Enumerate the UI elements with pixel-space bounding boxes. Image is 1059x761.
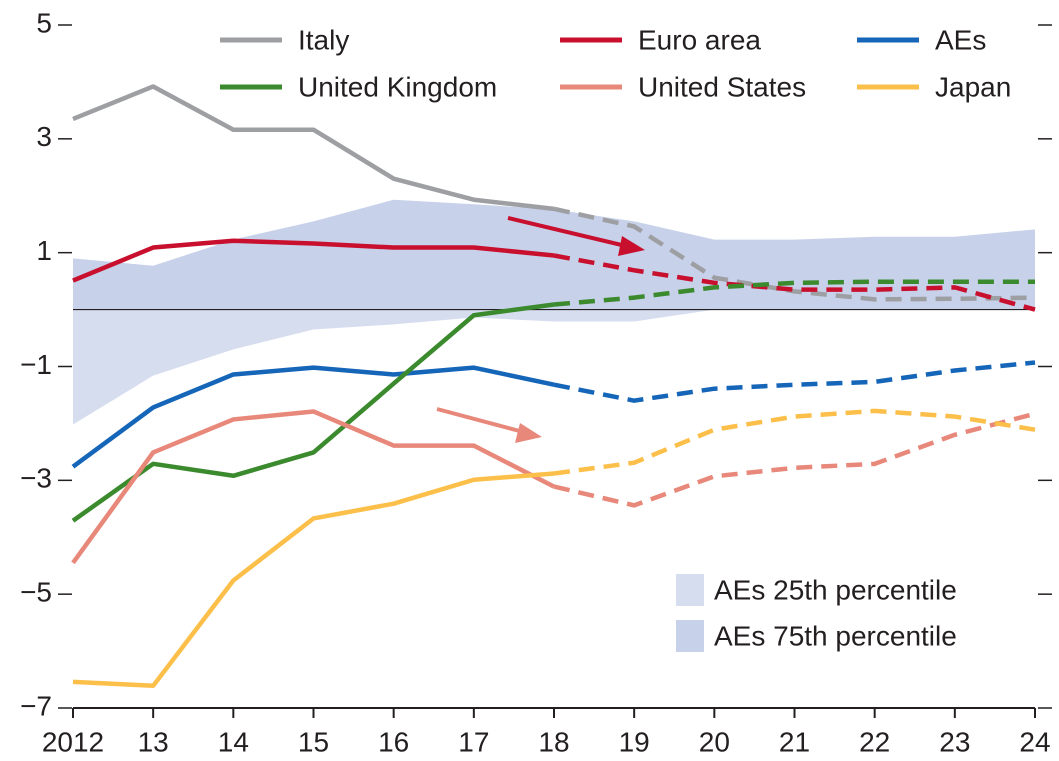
series-line-projection xyxy=(553,411,1036,508)
series-line xyxy=(71,302,555,523)
arrow-head xyxy=(515,423,542,443)
bands xyxy=(73,199,1035,425)
y-tick-label: 3 xyxy=(36,121,52,152)
arrow xyxy=(507,216,631,249)
legend-label: Euro area xyxy=(638,24,761,55)
legend-label: Italy xyxy=(298,24,349,55)
series-line-projection xyxy=(553,360,1036,403)
x-tick-label: 18 xyxy=(538,726,569,757)
series-line xyxy=(71,365,555,469)
y-tick-label: 5 xyxy=(36,7,52,38)
series-line-projection xyxy=(553,253,1036,312)
x-tick-label: 21 xyxy=(779,726,810,757)
x-tick-label: 19 xyxy=(619,726,650,757)
x-tick-label: 13 xyxy=(138,726,169,757)
series-line xyxy=(72,238,555,283)
legend-swatch xyxy=(676,574,704,606)
legend-label: Japan xyxy=(935,71,1011,102)
series-line xyxy=(72,84,555,212)
y-tick-label: 1 xyxy=(36,235,52,266)
x-tick-label: 20 xyxy=(699,726,730,757)
x-tick-label: 23 xyxy=(939,726,970,757)
x-tick-label: 14 xyxy=(218,726,249,757)
lines xyxy=(71,84,1036,689)
percentile-band xyxy=(73,309,1035,425)
y-tick-label: −1 xyxy=(20,349,52,380)
series-line-projection xyxy=(553,279,1035,307)
y-tick-label: −7 xyxy=(20,690,52,721)
legend: Italy Euro area AEs United Kingdom United St… xyxy=(220,24,1011,652)
y-tick-label: −3 xyxy=(20,463,52,494)
legend-label: United States xyxy=(638,71,806,102)
x-tick-label: 16 xyxy=(378,726,409,757)
y-tick-label: −5 xyxy=(20,577,52,608)
x-tick-label: 24 xyxy=(1019,726,1050,757)
x-tick-label: 22 xyxy=(859,726,890,757)
axes: 5 3 1 −1 −3 −5 −7 2012 13 14 15 16 17 18 19 20 21 22 23 24 xyxy=(20,7,1052,757)
x-tick-label: 15 xyxy=(298,726,329,757)
arrow-head xyxy=(618,236,645,256)
x-tick-label: 2012 xyxy=(42,726,104,757)
series-line-projection xyxy=(553,206,1036,302)
legend-label: AEs xyxy=(935,24,986,55)
legend-label: United Kingdom xyxy=(298,71,497,102)
x-tick-label: 17 xyxy=(458,726,489,757)
arrow xyxy=(436,407,528,435)
series-line xyxy=(71,409,556,565)
series-line-projection xyxy=(553,408,1036,476)
series-line xyxy=(72,471,555,689)
legend-label: AEs 75th percentile xyxy=(714,620,957,651)
legend-swatch xyxy=(676,620,704,652)
legend-label: AEs 25th percentile xyxy=(714,574,957,605)
annotations xyxy=(436,216,645,443)
